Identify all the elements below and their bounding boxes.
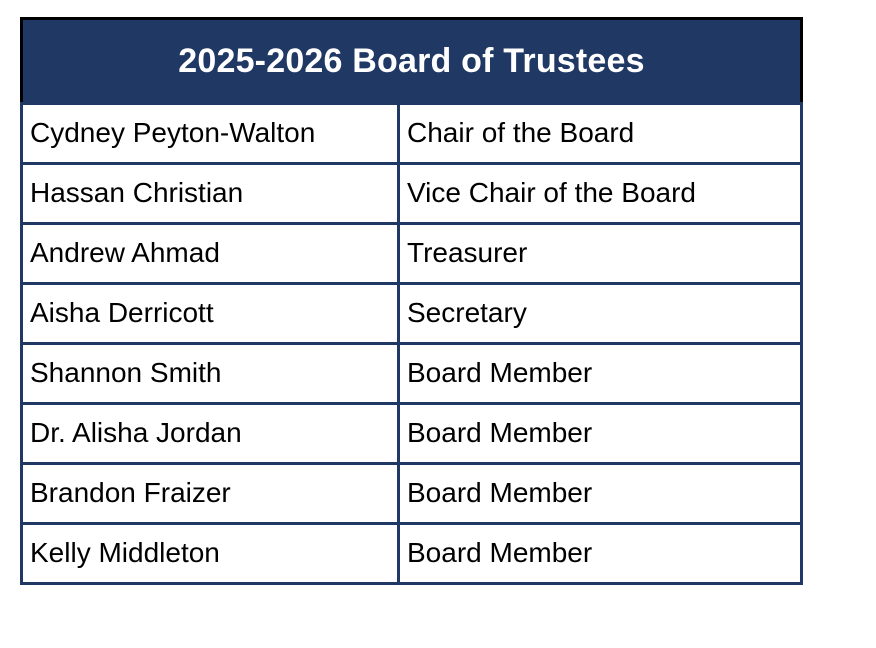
table-title-row: 2025-2026 Board of Trustees xyxy=(19,17,804,105)
table-row: Dr. Alisha Jordan Board Member xyxy=(20,402,804,465)
trustee-name-cell: Dr. Alisha Jordan xyxy=(20,402,400,465)
trustee-role-cell: Board Member xyxy=(396,522,804,585)
trustee-name-cell: Kelly Middleton xyxy=(20,522,400,585)
trustee-role-cell: Chair of the Board xyxy=(396,102,804,165)
trustee-name-cell: Hassan Christian xyxy=(20,162,400,225)
table-row: Andrew Ahmad Treasurer xyxy=(20,222,804,285)
trustee-name-cell: Aisha Derricott xyxy=(20,282,400,345)
trustee-name-cell: Shannon Smith xyxy=(20,342,400,405)
table-row: Hassan Christian Vice Chair of the Board xyxy=(20,162,804,225)
trustee-role-cell: Board Member xyxy=(396,342,804,405)
table-row: Brandon Fraizer Board Member xyxy=(20,462,804,525)
trustee-name-cell: Cydney Peyton-Walton xyxy=(20,102,400,165)
table-row: Aisha Derricott Secretary xyxy=(20,282,804,345)
trustee-role-cell: Vice Chair of the Board xyxy=(396,162,804,225)
trustee-role-cell: Board Member xyxy=(396,402,804,465)
table-body: Cydney Peyton-Walton Chair of the Board … xyxy=(20,102,804,585)
trustee-role-cell: Treasurer xyxy=(396,222,804,285)
trustee-name-cell: Andrew Ahmad xyxy=(20,222,400,285)
trustee-name-cell: Brandon Fraizer xyxy=(20,462,400,525)
trustee-role-cell: Board Member xyxy=(396,462,804,525)
board-of-trustees-table: 2025-2026 Board of Trustees Cydney Peyto… xyxy=(19,17,804,585)
table-header: 2025-2026 Board of Trustees xyxy=(19,17,804,105)
table-row: Cydney Peyton-Walton Chair of the Board xyxy=(20,102,804,165)
table-row: Kelly Middleton Board Member xyxy=(20,522,804,585)
table-title: 2025-2026 Board of Trustees xyxy=(19,17,804,105)
table-row: Shannon Smith Board Member xyxy=(20,342,804,405)
trustee-role-cell: Secretary xyxy=(396,282,804,345)
